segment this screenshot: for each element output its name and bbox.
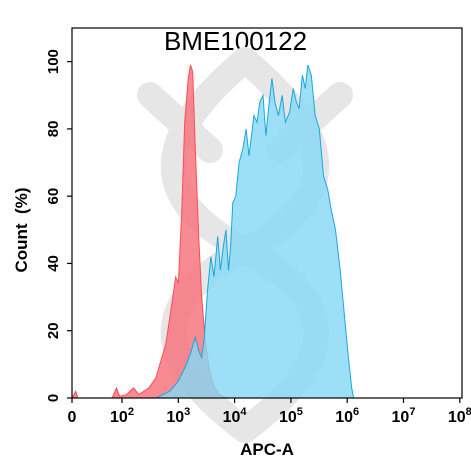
x-tick-label: 106: [335, 406, 359, 426]
x-tick-label: 108: [448, 406, 471, 426]
x-tick-label: 107: [392, 406, 416, 426]
x-tick-label: 102: [110, 406, 134, 426]
y-tick-label: 60: [45, 188, 62, 205]
x-axis-label: APC-A: [240, 440, 294, 459]
y-tick-label: 20: [45, 322, 62, 339]
chart-title: BME100122: [163, 26, 308, 56]
plot-frame: [71, 27, 463, 399]
x-tick-label: 105: [279, 406, 303, 426]
x-tick-label: 103: [166, 406, 190, 426]
series-2-area: [155, 64, 355, 399]
y-axis-label: Count (%): [12, 187, 31, 273]
y-tick-label: 40: [45, 255, 62, 272]
y-tick-label: 100: [45, 49, 62, 74]
x-tick-label: 0: [68, 409, 77, 426]
y-tick-label: 0: [45, 394, 62, 402]
y-tick-label: 80: [45, 121, 62, 138]
